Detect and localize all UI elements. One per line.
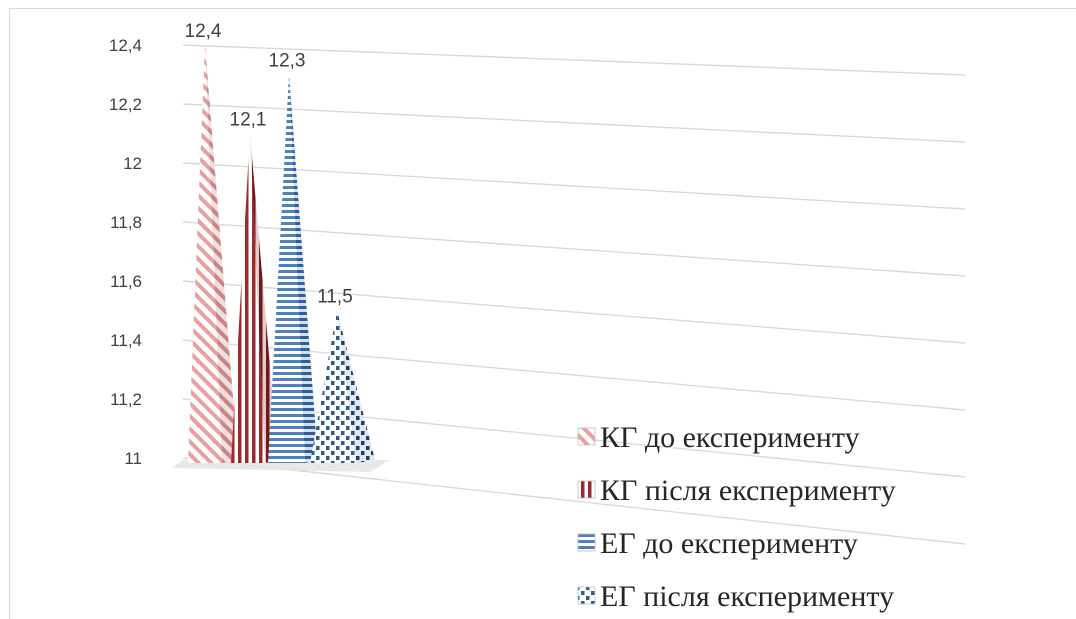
gridline — [182, 44, 966, 76]
y-axis-ticks: 12,4 12,2 12 11,8 11,6 11,4 11,2 11 — [109, 36, 142, 468]
legend-item-4: ЕГ після експерименту — [577, 580, 894, 613]
y-tick-label: 12 — [123, 154, 142, 173]
legend-item-2: КГ після експерименту — [577, 474, 896, 507]
y-tick-label: 12,2 — [109, 95, 142, 114]
y-tick-label: 11,4 — [110, 331, 142, 350]
y-tick-label: 11,6 — [110, 272, 142, 291]
gridlines — [182, 44, 966, 545]
gridline — [182, 339, 966, 411]
pyramid-4 — [310, 310, 375, 463]
y-tick-label: 11,8 — [110, 213, 142, 232]
legend-item-1: КГ до експерименту — [577, 421, 860, 454]
y-tick-label: 12,4 — [109, 36, 142, 55]
legend-label: ЕГ після експерименту — [600, 580, 894, 613]
pyramid-3 — [268, 74, 318, 463]
data-labels: 12,4 12,1 12,3 11,5 — [185, 21, 353, 308]
gridline — [182, 103, 966, 143]
gridline — [182, 280, 966, 344]
y-tick-label: 11 — [124, 449, 142, 468]
data-label: 12,1 — [230, 110, 267, 131]
legend-item-3: ЕГ до експерименту — [577, 527, 858, 560]
gridline — [182, 457, 966, 545]
legend: КГ до експерименту КГ після експерименту Е… — [577, 421, 896, 613]
legend-label: КГ до експерименту — [600, 421, 860, 454]
legend-swatch — [577, 480, 596, 499]
pyramid-1 — [188, 45, 238, 463]
legend-label: КГ після експерименту — [600, 474, 896, 507]
gridline — [182, 162, 966, 210]
data-label: 12,4 — [185, 21, 222, 42]
pyramid-2 — [231, 133, 278, 463]
legend-swatch — [577, 533, 596, 552]
data-label: 12,3 — [269, 51, 306, 72]
legend-label: ЕГ до експерименту — [600, 527, 858, 560]
legend-swatch — [577, 586, 596, 605]
data-label: 11,5 — [317, 287, 353, 308]
y-tick-label: 11,2 — [110, 390, 142, 409]
legend-swatch — [577, 427, 596, 446]
chart-frame — [9, 8, 1076, 619]
pyramids — [188, 45, 375, 463]
gridline — [182, 221, 966, 277]
